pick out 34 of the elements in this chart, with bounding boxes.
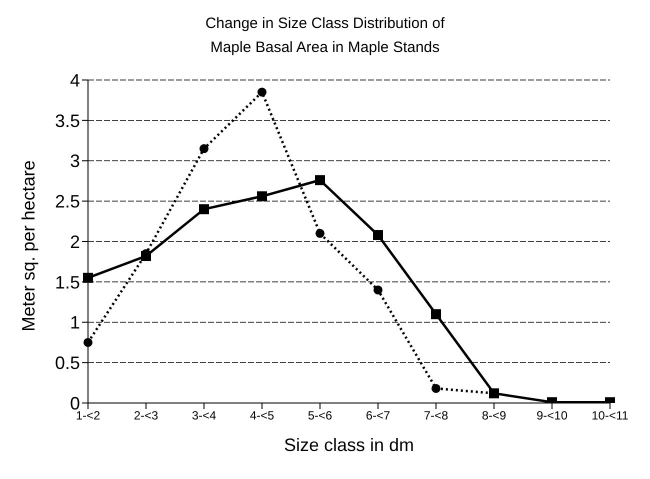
point [431, 309, 441, 320]
x-tick-label: 7-<8 [424, 408, 448, 423]
point [200, 144, 208, 154]
point [374, 285, 382, 294]
x-tick-label: 6-<7 [366, 408, 390, 423]
point [316, 228, 324, 238]
point [199, 204, 209, 214]
point [141, 251, 151, 262]
point [432, 384, 440, 393]
x-tick-label: 3-<4 [192, 408, 216, 423]
point [84, 338, 92, 347]
x-tick-label: 1-<2 [76, 408, 100, 423]
point [257, 191, 267, 202]
y-tick-label: 4 [70, 70, 80, 90]
point [373, 230, 383, 240]
chart-title: Change in Size Class Distribution of Maple Basal Area in Maple Stands [204, 14, 446, 58]
y-tick-label: 3 [70, 151, 80, 172]
y-tick-label: 2.5 [54, 192, 80, 212]
x-tick-label: 9-<10 [536, 408, 568, 423]
x-axis-title: Size class in dm [284, 435, 414, 455]
y-tick-label: 1 [70, 312, 80, 333]
y-tick-label: 2 [70, 232, 80, 252]
point [83, 272, 93, 283]
x-tick-label: 2-<3 [134, 408, 158, 423]
x-tick-label: 8-<9 [482, 408, 506, 423]
y-tick-label: 0.5 [54, 353, 80, 374]
point [315, 175, 325, 186]
x-tick-label: 4-<5 [250, 408, 274, 423]
x-tick-label: 10-<11 [592, 408, 629, 423]
y-tick-label: 3.5 [54, 110, 80, 131]
x-tick-label: 5-<6 [308, 408, 332, 423]
point [258, 88, 266, 97]
y-tick-label: 1.5 [54, 272, 80, 292]
y-axis-title: Meter sq. per hectare [18, 160, 38, 332]
